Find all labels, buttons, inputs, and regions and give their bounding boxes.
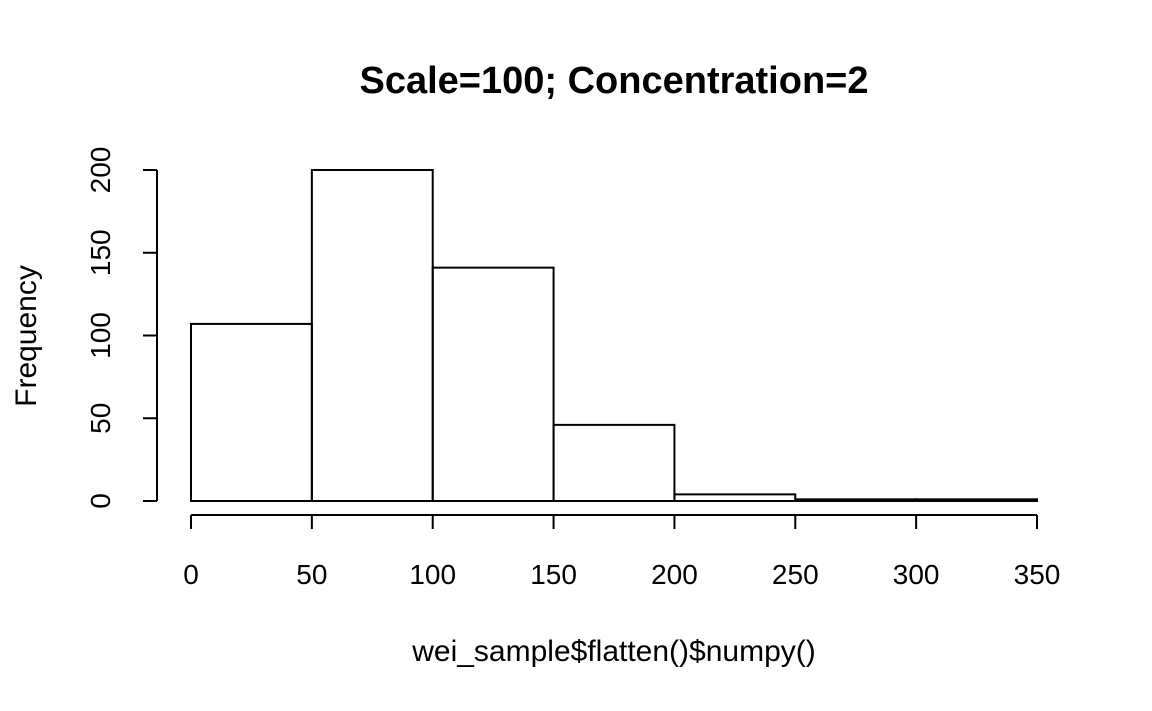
x-tick-label: 250 — [772, 559, 819, 590]
y-tick-label: 50 — [85, 403, 116, 434]
histogram-bars — [190, 169, 1039, 503]
histogram-bar — [190, 322, 313, 503]
chart-title: Scale=100; Concentration=2 — [360, 60, 869, 102]
y-tick-label: 200 — [85, 147, 116, 194]
histogram-bar — [552, 423, 676, 502]
x-tick-label: 200 — [651, 559, 698, 590]
x-tick-label: 0 — [183, 559, 199, 590]
y-tick-label: 100 — [85, 312, 116, 359]
x-tick-label: 150 — [530, 559, 577, 590]
histogram-bar — [431, 266, 555, 502]
histogram-bar — [310, 169, 434, 502]
histogram-bar — [915, 498, 1039, 503]
x-tick-label: 50 — [296, 559, 327, 590]
y-tick-label: 150 — [85, 229, 116, 276]
x-tick-label: 350 — [1014, 559, 1061, 590]
histogram-bar — [794, 498, 918, 503]
y-tick-label: 0 — [85, 493, 116, 509]
y-axis: 0 50 100 150 200 — [85, 147, 158, 509]
histogram-bar — [673, 493, 797, 503]
y-axis-label: Frequency — [10, 265, 43, 407]
x-axis-label: wei_sample$flatten()$numpy() — [411, 635, 816, 668]
x-tick-label: 100 — [409, 559, 456, 590]
x-tick-label: 300 — [893, 559, 940, 590]
x-axis: 0 50 100 150 200 250 300 350 — [183, 514, 1061, 590]
